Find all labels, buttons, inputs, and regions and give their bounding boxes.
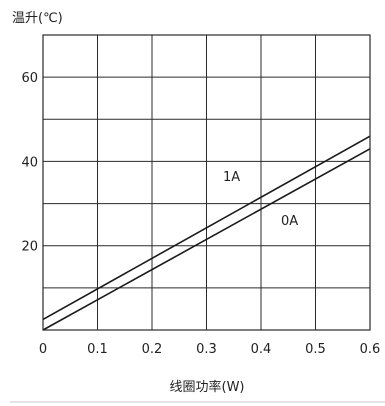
series-label-0a: 0A bbox=[281, 214, 298, 229]
x-tick-label: 0.2 bbox=[142, 342, 163, 357]
y-axis-title: 温升(℃) bbox=[12, 11, 63, 26]
plot-frame bbox=[42, 34, 371, 331]
x-tick-label: 0.5 bbox=[305, 342, 326, 357]
x-tick-label: 0.6 bbox=[360, 342, 381, 357]
series-lines bbox=[42, 135, 371, 331]
series-label-1a: 1A bbox=[223, 170, 240, 185]
grid bbox=[43, 35, 370, 330]
x-tick-label: 0.1 bbox=[87, 342, 108, 357]
x-tick-label: 0.4 bbox=[251, 342, 272, 357]
y-tick-label: 40 bbox=[21, 155, 38, 170]
series-line-0a bbox=[42, 148, 371, 331]
x-axis-title: 线圈功率(W) bbox=[170, 379, 245, 395]
x-tick-labels: 0 0.1 0.2 0.3 0.4 0.5 0.6 bbox=[39, 342, 380, 357]
x-tick-label: 0 bbox=[39, 342, 47, 357]
y-tick-label: 20 bbox=[21, 240, 38, 255]
y-tick-labels: 20 40 60 bbox=[21, 71, 38, 255]
x-tick-label: 0.3 bbox=[196, 342, 217, 357]
y-tick-label: 60 bbox=[21, 71, 38, 86]
series-line-1a bbox=[42, 135, 371, 321]
